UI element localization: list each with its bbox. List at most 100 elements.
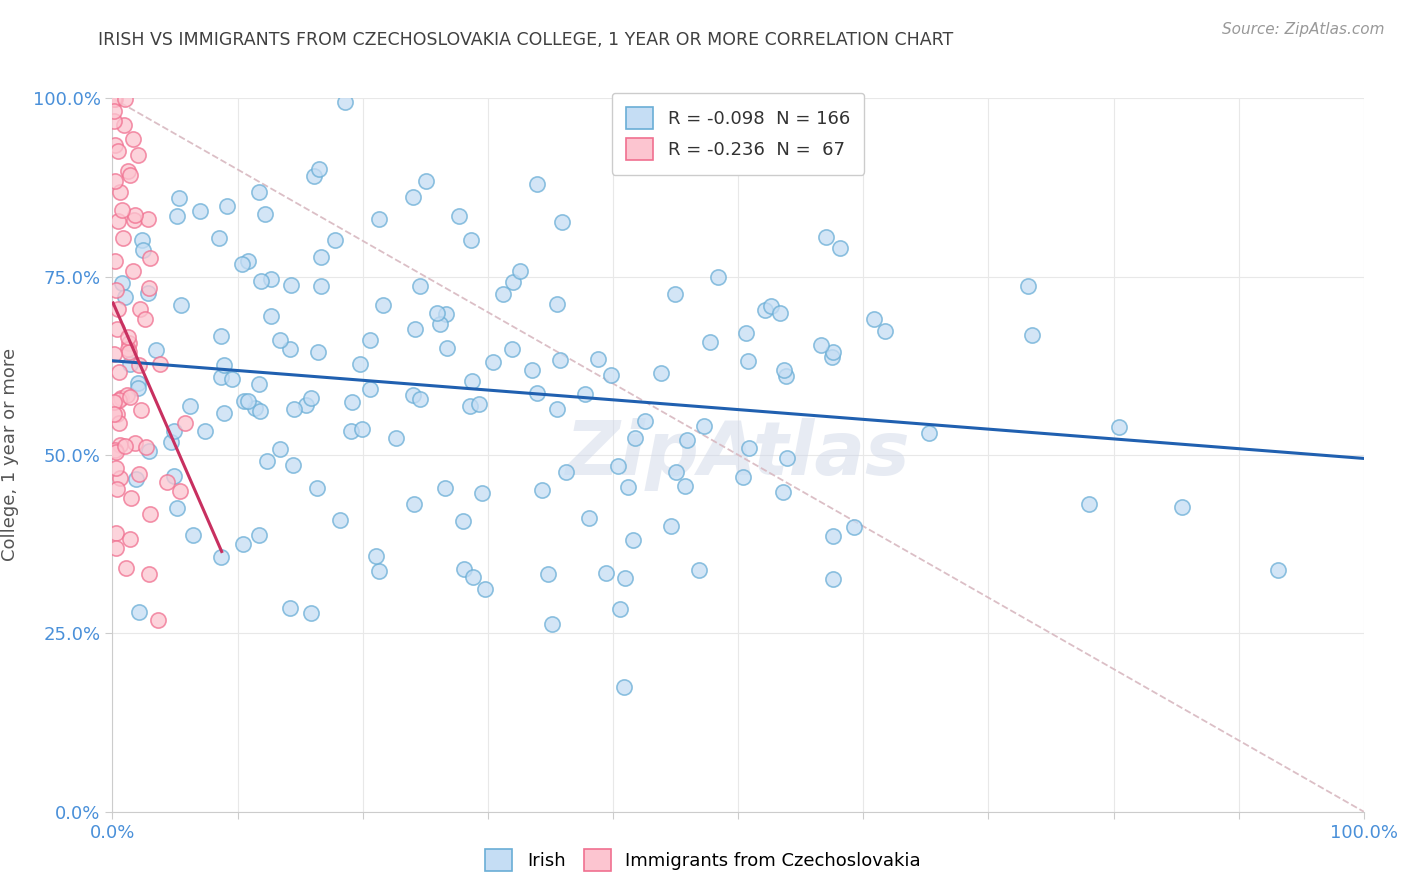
Point	[110, 392, 132, 406]
Point	[371, 298, 394, 312]
Point	[1017, 279, 1039, 293]
Point	[194, 424, 217, 438]
Point	[128, 376, 150, 390]
Point	[124, 472, 146, 486]
Point	[134, 312, 156, 326]
Point	[181, 528, 204, 542]
Point	[426, 306, 449, 320]
Point	[821, 529, 844, 543]
Point	[367, 565, 389, 579]
Point	[103, 407, 125, 421]
Point	[260, 309, 283, 323]
Point	[278, 342, 301, 356]
Point	[458, 399, 481, 413]
Point	[120, 357, 142, 371]
Point	[149, 358, 172, 372]
Point	[461, 375, 484, 389]
Point	[108, 438, 131, 452]
Point	[725, 153, 748, 168]
Point	[402, 388, 425, 402]
Point	[118, 532, 141, 546]
Point	[546, 402, 568, 417]
Point	[551, 214, 574, 228]
Point	[772, 485, 794, 500]
Point	[299, 391, 322, 405]
Point	[118, 390, 141, 404]
Point	[368, 212, 391, 227]
Point	[212, 358, 235, 372]
Point	[844, 519, 866, 533]
Point	[447, 209, 470, 223]
Point	[404, 322, 426, 336]
Point	[243, 401, 266, 415]
Point	[415, 174, 437, 188]
Y-axis label: College, 1 year or more: College, 1 year or more	[1, 349, 18, 561]
Point	[167, 191, 190, 205]
Point	[769, 306, 792, 320]
Point	[578, 511, 600, 525]
Point	[146, 613, 169, 627]
Point	[526, 386, 548, 401]
Point	[232, 393, 254, 408]
Point	[139, 251, 162, 265]
Point	[166, 501, 188, 516]
Point	[104, 526, 127, 541]
Point	[166, 209, 188, 223]
Point	[103, 92, 125, 106]
Point	[600, 368, 623, 383]
Point	[110, 277, 132, 291]
Point	[283, 458, 305, 472]
Point	[280, 277, 302, 292]
Point	[160, 435, 183, 450]
Point	[307, 481, 329, 495]
Point	[104, 174, 127, 188]
Point	[122, 213, 145, 227]
Point	[163, 469, 186, 483]
Point	[531, 483, 554, 497]
Point	[737, 354, 759, 368]
Point	[107, 144, 129, 158]
Point	[135, 440, 157, 454]
Point	[209, 329, 232, 343]
Point	[509, 263, 531, 277]
Point	[108, 185, 131, 199]
Point	[501, 343, 523, 357]
Point	[621, 533, 644, 547]
Point	[294, 398, 316, 412]
Point	[402, 498, 425, 512]
Point	[131, 403, 153, 417]
Point	[502, 275, 524, 289]
Point	[128, 467, 150, 481]
Point	[115, 387, 138, 401]
Point	[814, 230, 837, 244]
Point	[323, 233, 346, 247]
Point	[451, 514, 474, 528]
Point	[776, 450, 799, 465]
Point	[104, 284, 127, 298]
Text: IRISH VS IMMIGRANTS FROM CZECHOSLOVAKIA COLLEGE, 1 YEAR OR MORE CORRELATION CHAR: IRISH VS IMMIGRANTS FROM CZECHOSLOVAKIA …	[98, 31, 953, 49]
Point	[117, 342, 139, 356]
Point	[308, 162, 330, 177]
Point	[707, 269, 730, 284]
Point	[128, 605, 150, 619]
Point	[624, 431, 647, 445]
Point	[221, 372, 243, 386]
Point	[103, 113, 125, 128]
Point	[335, 95, 357, 109]
Point	[520, 362, 543, 376]
Point	[349, 358, 371, 372]
Point	[107, 301, 129, 316]
Point	[138, 212, 160, 227]
Point	[107, 416, 129, 430]
Point	[120, 491, 142, 506]
Point	[111, 202, 134, 217]
Point	[359, 382, 381, 396]
Point	[409, 278, 432, 293]
Point	[283, 402, 305, 417]
Point	[209, 369, 232, 384]
Point	[115, 560, 138, 574]
Point	[574, 387, 596, 401]
Point	[249, 403, 271, 417]
Point	[1077, 497, 1099, 511]
Point	[754, 302, 776, 317]
